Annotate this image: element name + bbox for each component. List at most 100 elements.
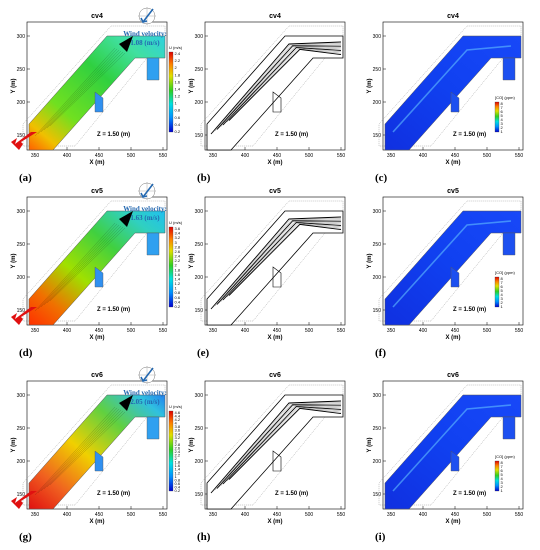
colorbar-label: 2 — [175, 263, 178, 268]
wind-velocity-label: Wind velocity: — [123, 389, 167, 397]
x-tick-label: 400 — [419, 153, 428, 159]
colorbar-label: 0.6 — [175, 115, 181, 120]
panel-b: cv4 300 250 200 150 350 400 450 500 550 X (m) Y (m)… — [189, 13, 345, 184]
inflow-arrow — [11, 491, 37, 509]
y-axis-label: Y (m) — [367, 79, 373, 94]
x-tick-label: 450 — [451, 512, 460, 518]
streamline — [216, 45, 342, 130]
wind-velocity-label: Wind velocity: — [123, 30, 167, 38]
axes-frame — [26, 380, 168, 510]
contour-line — [40, 224, 120, 308]
panel-caption: (h) — [197, 531, 211, 543]
y-tick-label: 300 — [373, 393, 382, 399]
y-tick-label: 300 — [195, 34, 204, 40]
panel-caption: (f) — [375, 347, 386, 359]
y-tick-label: 250 — [195, 426, 204, 432]
colorbar-label: 2 — [501, 300, 504, 305]
panel-d: cv5 300 250 200 150 350 400 450 500 550 X (m) Y (m)… — [11, 182, 183, 359]
contour-line — [34, 47, 116, 137]
x-tick-label: 500 — [305, 512, 314, 518]
x-tick-label: 400 — [419, 512, 428, 518]
panel-caption: (e) — [197, 347, 210, 359]
contour-line — [46, 51, 124, 129]
wind-indicator — [138, 366, 156, 384]
y-tick-label: 250 — [17, 242, 26, 248]
y-axis-label: Y (m) — [367, 254, 373, 269]
contour-line — [40, 49, 120, 133]
channel-body — [206, 394, 344, 510]
channel-body — [206, 35, 344, 151]
colorbar-title: U (m/s) — [169, 45, 183, 50]
x-axis-label: X (m) — [446, 335, 461, 341]
colorbar-label: 2.4 — [175, 51, 181, 56]
y-tick-label: 250 — [373, 426, 382, 432]
y-tick-label: 200 — [17, 100, 26, 106]
streamline — [220, 46, 342, 127]
x-tick-label: 450 — [273, 512, 282, 518]
x-tick-label: 500 — [483, 512, 492, 518]
axes-frame — [204, 21, 346, 151]
y-tick-label: 250 — [17, 67, 26, 73]
x-tick-label: 350 — [387, 153, 396, 159]
colorbar-label: 1 — [175, 286, 178, 291]
colorbar-label: 2.4 — [175, 254, 181, 259]
colorbar-label: 1.4 — [175, 276, 181, 281]
x-tick-label: 400 — [419, 328, 428, 334]
colorbar-label: 0.4 — [175, 122, 181, 127]
colorbar — [168, 51, 174, 133]
x-tick-label: 550 — [159, 153, 168, 159]
panel-caption: (c) — [375, 172, 388, 184]
y-tick-label: 150 — [373, 308, 382, 314]
panel-caption: (a) — [19, 172, 32, 184]
z-level-label: Z = 1.50 (m) — [97, 132, 130, 138]
streamline — [226, 48, 342, 123]
panel-title: cv5 — [269, 188, 281, 195]
y-tick-label: 300 — [17, 393, 26, 399]
y-tick-label: 300 — [373, 34, 382, 40]
colorbar-label: 2 — [501, 484, 504, 489]
panel-title: cv6 — [447, 372, 459, 379]
colorbar-title: [CO] (ppm) — [495, 454, 515, 459]
contour-line — [37, 223, 118, 310]
axes-frame — [204, 196, 346, 326]
colorbar-label: 2 — [175, 65, 178, 70]
y-tick-label: 200 — [195, 459, 204, 465]
y-tick-label: 300 — [17, 34, 26, 40]
side-branch — [272, 91, 282, 113]
z-level-label: Z = 1.50 (m) — [275, 132, 308, 138]
wind-arrow-icon — [140, 183, 154, 199]
y-axis-label: Y (m) — [189, 438, 195, 453]
colorbar-label: 2.8 — [175, 244, 181, 249]
z-level-label: Z = 1.50 (m) — [453, 132, 486, 138]
colorbar-label: 2.6 — [175, 445, 181, 450]
z-level-label: Z = 1.50 (m) — [453, 491, 486, 497]
streamline — [220, 405, 342, 486]
x-tick-label: 500 — [305, 328, 314, 334]
colorbar-label: 1.4 — [175, 467, 181, 472]
colorbar-label: 8 — [501, 460, 504, 465]
x-tick-label: 350 — [209, 328, 218, 334]
x-tick-label: 550 — [515, 328, 524, 334]
colorbar-title: [CO] (ppm) — [495, 95, 515, 100]
contour-line — [43, 225, 122, 306]
y-tick-label: 150 — [373, 492, 382, 498]
colorbar-label: 4.4 — [175, 414, 181, 419]
colorbar-label: 3.2 — [175, 235, 181, 240]
dark-corner — [119, 395, 133, 411]
streamline — [212, 402, 342, 492]
colorbar-label: 1 — [501, 488, 504, 493]
y-tick-label: 250 — [195, 67, 204, 73]
axes-frame — [382, 196, 524, 326]
inflow-arrow — [11, 132, 37, 150]
streamline — [222, 406, 342, 485]
colorbar-title: U (m/s) — [169, 220, 183, 225]
axes-frame — [26, 21, 168, 151]
wind-indicator — [138, 7, 156, 25]
x-tick-label: 500 — [127, 512, 136, 518]
colorbar-label: 2 — [175, 456, 178, 461]
panel-title: cv6 — [269, 372, 281, 379]
colorbar-label: 3.4 — [175, 231, 181, 236]
y-tick-label: 150 — [17, 308, 26, 314]
y-tick-label: 150 — [195, 308, 204, 314]
